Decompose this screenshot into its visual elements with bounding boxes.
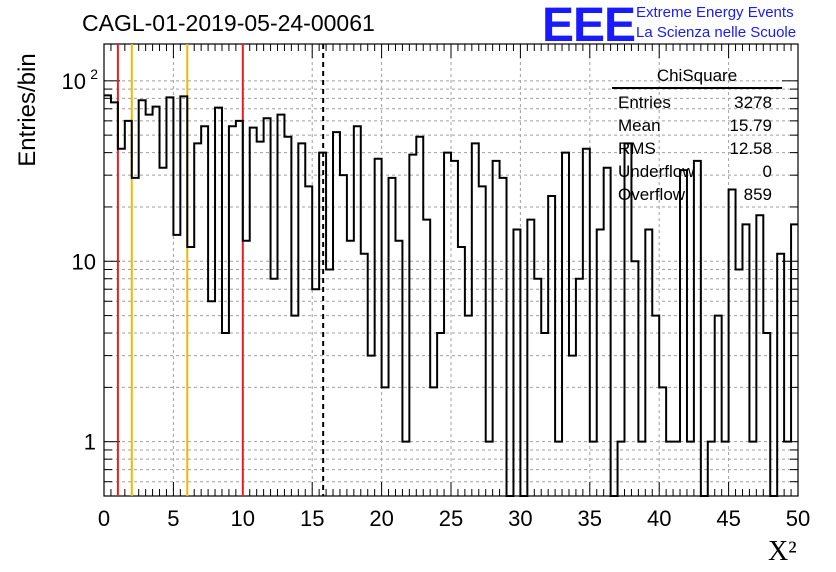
histogram-bin xyxy=(736,270,743,496)
histogram-bin xyxy=(229,126,236,496)
x-tick-label: 5 xyxy=(167,506,179,531)
histogram-series xyxy=(104,94,798,497)
histogram-bin xyxy=(298,143,305,496)
histogram-bin xyxy=(548,196,555,496)
histogram-bin xyxy=(375,159,382,496)
stats-box: ChiSquare Entries 3278 Mean 15.79 RMS 12.58… xyxy=(612,66,782,206)
histogram-bin xyxy=(715,316,722,496)
stats-label: RMS xyxy=(618,139,656,158)
histogram-bin xyxy=(340,175,347,496)
histogram-bin xyxy=(146,115,153,496)
stats-label: Underflow xyxy=(618,162,695,181)
stats-value: 15.79 xyxy=(729,116,772,135)
histogram-bin xyxy=(236,121,243,496)
chart-title: CAGL-01-2019-05-24-00061 xyxy=(82,10,375,36)
histogram-bin xyxy=(257,142,264,496)
stats-value: 12.58 xyxy=(729,139,772,158)
histogram-bin xyxy=(562,153,569,496)
histogram-bin xyxy=(493,161,500,496)
y-tick-label: 10 xyxy=(72,249,96,274)
histogram-bin xyxy=(125,121,132,496)
histogram-bin xyxy=(652,316,659,496)
x-tick-label: 15 xyxy=(300,506,324,531)
histogram-bin xyxy=(208,301,215,496)
stats-label: Entries xyxy=(618,93,671,112)
stats-row-mean: Mean 15.79 xyxy=(612,114,782,137)
stats-value: 0 xyxy=(762,162,772,181)
stats-value: 3278 xyxy=(734,93,772,112)
stats-label: Overflow xyxy=(618,185,686,204)
histogram-bin xyxy=(458,247,465,496)
histogram-bin xyxy=(215,108,222,496)
stats-row-underflow: Underflow 0 xyxy=(612,160,782,183)
y-tick-label-exponent: 2 xyxy=(90,66,98,82)
x-tick-label: 35 xyxy=(578,506,602,531)
histogram-bin xyxy=(742,224,749,496)
stats-row-entries: Entries 3278 xyxy=(612,91,782,114)
histogram-bin xyxy=(444,153,451,496)
x-tick-label: 10 xyxy=(231,506,255,531)
histogram-bin xyxy=(180,96,187,496)
stats-row-overflow: Overflow 859 xyxy=(612,183,782,206)
histogram-bin xyxy=(160,168,167,496)
stats-box-title: ChiSquare xyxy=(612,66,782,89)
histogram-bin xyxy=(139,100,146,496)
x-tick-label: 40 xyxy=(647,506,671,531)
x-tick-label: 20 xyxy=(369,506,393,531)
x-tick-label: 30 xyxy=(508,506,532,531)
histogram-bin xyxy=(409,155,416,496)
histogram-bin xyxy=(201,126,208,496)
y-axis-label: Entries/bin xyxy=(14,53,41,167)
histogram-bin xyxy=(500,178,507,496)
histogram-bin xyxy=(569,356,576,496)
histogram-bin xyxy=(437,333,444,496)
histogram-bin xyxy=(631,261,638,496)
eee-logo-subtitle-1: Extreme Energy Events xyxy=(636,4,794,21)
x-tick-label: 45 xyxy=(716,506,740,531)
histogram-bin xyxy=(451,161,458,496)
x-axis-label: X² xyxy=(768,536,797,567)
histogram-bin xyxy=(694,161,701,496)
x-tick-label: 50 xyxy=(786,506,810,531)
histogram-bin xyxy=(194,143,201,496)
histogram-bin xyxy=(278,115,285,496)
eee-logo: EEE xyxy=(542,0,636,52)
histogram-bin xyxy=(472,143,479,496)
histogram-bin xyxy=(111,102,118,496)
histogram-bin xyxy=(173,235,180,496)
histogram-bin xyxy=(291,316,298,496)
stats-value: 859 xyxy=(743,185,772,204)
histogram-bin xyxy=(326,270,333,496)
histogram-bin xyxy=(763,333,770,496)
histogram-bin xyxy=(222,333,229,496)
eee-logo-subtitle-2: La Scienza nelle Scuole xyxy=(636,24,797,41)
histogram-bin xyxy=(791,224,798,496)
histogram-bin xyxy=(312,289,319,496)
histogram-bin xyxy=(104,95,111,496)
histogram-bin xyxy=(541,333,548,496)
histogram-bin xyxy=(583,149,590,496)
stats-label: Mean xyxy=(618,116,661,135)
x-tick-label: 0 xyxy=(98,506,110,531)
histogram-bin xyxy=(604,168,611,496)
histogram-bin xyxy=(368,356,375,496)
histogram-bin xyxy=(166,97,173,496)
histogram-bin xyxy=(389,178,396,496)
y-tick-label: 1 xyxy=(84,430,96,455)
histogram-bin xyxy=(132,178,139,496)
stats-row-rms: RMS 12.58 xyxy=(612,137,782,160)
histogram-bin xyxy=(465,316,472,496)
x-tick-label: 25 xyxy=(439,506,463,531)
histogram-bin xyxy=(250,128,257,496)
y-tick-label: 10 xyxy=(62,69,86,94)
histogram-bin xyxy=(118,149,125,496)
histogram-bin xyxy=(354,126,361,496)
histogram-bin xyxy=(187,247,194,496)
